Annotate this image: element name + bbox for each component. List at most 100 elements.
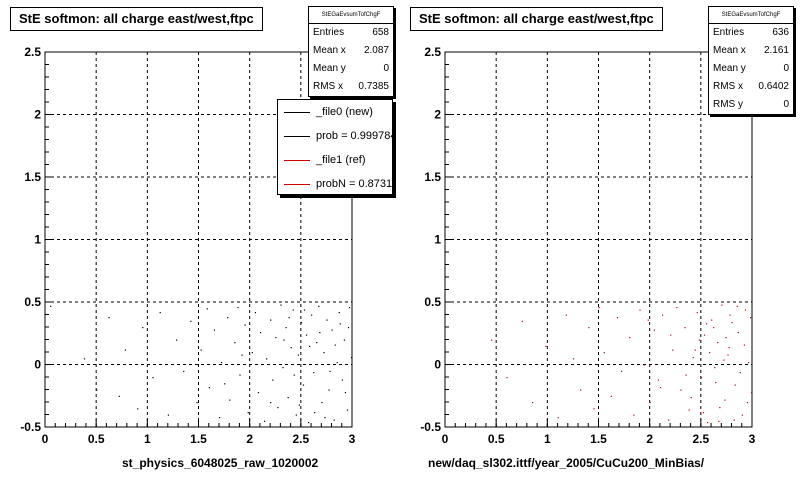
data-point [83,358,86,360]
data-point [737,332,739,334]
data-point [321,402,323,404]
data-point [676,307,678,309]
data-point [282,367,284,369]
data-point [288,317,290,319]
legend-label: _file0 (new) [316,106,373,118]
data-point [717,342,719,344]
data-point [661,314,664,316]
data-point [588,327,590,329]
data-point [692,357,694,359]
data-point [343,339,346,341]
stat-label: Mean y [313,63,346,74]
data-point [670,334,672,336]
y-tick-label: -0.5 [20,420,41,434]
left-stats-row: RMS x 0.7385 [309,78,393,96]
data-point [331,329,333,331]
data-point [316,342,318,344]
y-tick-label: 2 [34,108,41,122]
data-point [283,339,285,341]
stat-value: 636 [772,27,789,38]
data-point [334,344,336,346]
data-point [743,344,746,346]
data-point [298,404,300,406]
data-point [711,319,713,321]
data-point [277,407,279,409]
left-stats-box: StEGaEvsumTofChgF Entries 658 Mean x 2.0… [308,6,394,97]
data-point [531,402,534,404]
data-point [734,384,736,386]
data-point [266,358,268,360]
left-plot-panel: 0 0.5 1 1.5 2 2.5 3 -0.5 0 0.5 1 1.5 2 2.5 StE softmo… [10,6,394,470]
left-x-axis-caption: st_physics_6048025_raw_1020002 [122,456,319,470]
data-point [659,387,662,389]
data-point [694,349,696,351]
data-point [685,374,687,376]
data-point [690,397,692,399]
data-point [491,339,493,341]
x-tick-label: 1 [144,432,151,446]
data-point [688,409,690,411]
data-point [714,367,716,369]
data-point [610,395,612,397]
data-point [506,377,508,379]
stat-label: RMS x [313,81,343,92]
data-point [287,397,289,399]
stat-value: 0.7385 [358,81,389,92]
data-point [643,364,645,366]
data-point [616,317,619,319]
right-stats-row: Mean x 2.161 [709,42,793,60]
data-point [328,389,330,391]
data-point [302,384,305,386]
data-point [684,327,686,329]
x-tick-label: 3 [349,432,356,446]
data-point [333,419,335,421]
right-stats-row: Entries 636 [709,24,793,42]
stat-label: Mean x [313,45,346,56]
data-point [706,422,709,424]
data-point [309,345,311,347]
y-tick-label: 1 [34,233,41,247]
data-point [237,307,239,309]
data-point [713,327,715,329]
data-point [50,305,52,307]
data-point [292,309,294,311]
stat-value: 0 [383,63,389,74]
right-stats-row: RMS x 0.6402 [709,78,793,96]
x-tick-label: 2.5 [692,432,709,446]
data-point [263,420,266,422]
data-point [739,372,741,374]
data-point [736,305,738,307]
data-point [324,417,326,419]
data-point [348,307,351,309]
data-point [208,387,210,389]
data-point [254,312,256,314]
y-tick-label: 0.5 [24,295,41,309]
stat-value: 0.6402 [758,81,789,92]
y-tick-label: 2 [434,108,441,122]
legend-label: probN = 0.873162 [316,178,393,190]
data-point [338,312,340,314]
data-point [749,317,752,319]
data-point [746,402,749,404]
left-stats-row: Entries 658 [309,24,393,42]
y-tick-label: 2.5 [424,45,441,59]
data-point [293,374,295,376]
data-point [224,383,226,385]
x-tick-label: 1.5 [590,432,607,446]
right-stats-row: Mean y 0 [709,60,793,78]
stat-value: 0 [783,63,789,74]
data-point [744,309,747,311]
left-plot-title: StE softmon: all charge east/west,ftpc [10,7,263,31]
data-point [698,339,700,341]
left-stats-row: Mean x 2.087 [309,42,393,60]
data-point [307,422,310,424]
data-point [259,332,262,334]
data-point [329,370,331,372]
data-point [346,409,349,411]
data-point [741,414,743,416]
legend-entry: _file0 (new) [278,100,392,124]
y-tick-label: -0.5 [420,420,441,434]
data-point [719,407,721,409]
data-point [603,352,605,354]
stat-value: 658 [372,27,389,38]
